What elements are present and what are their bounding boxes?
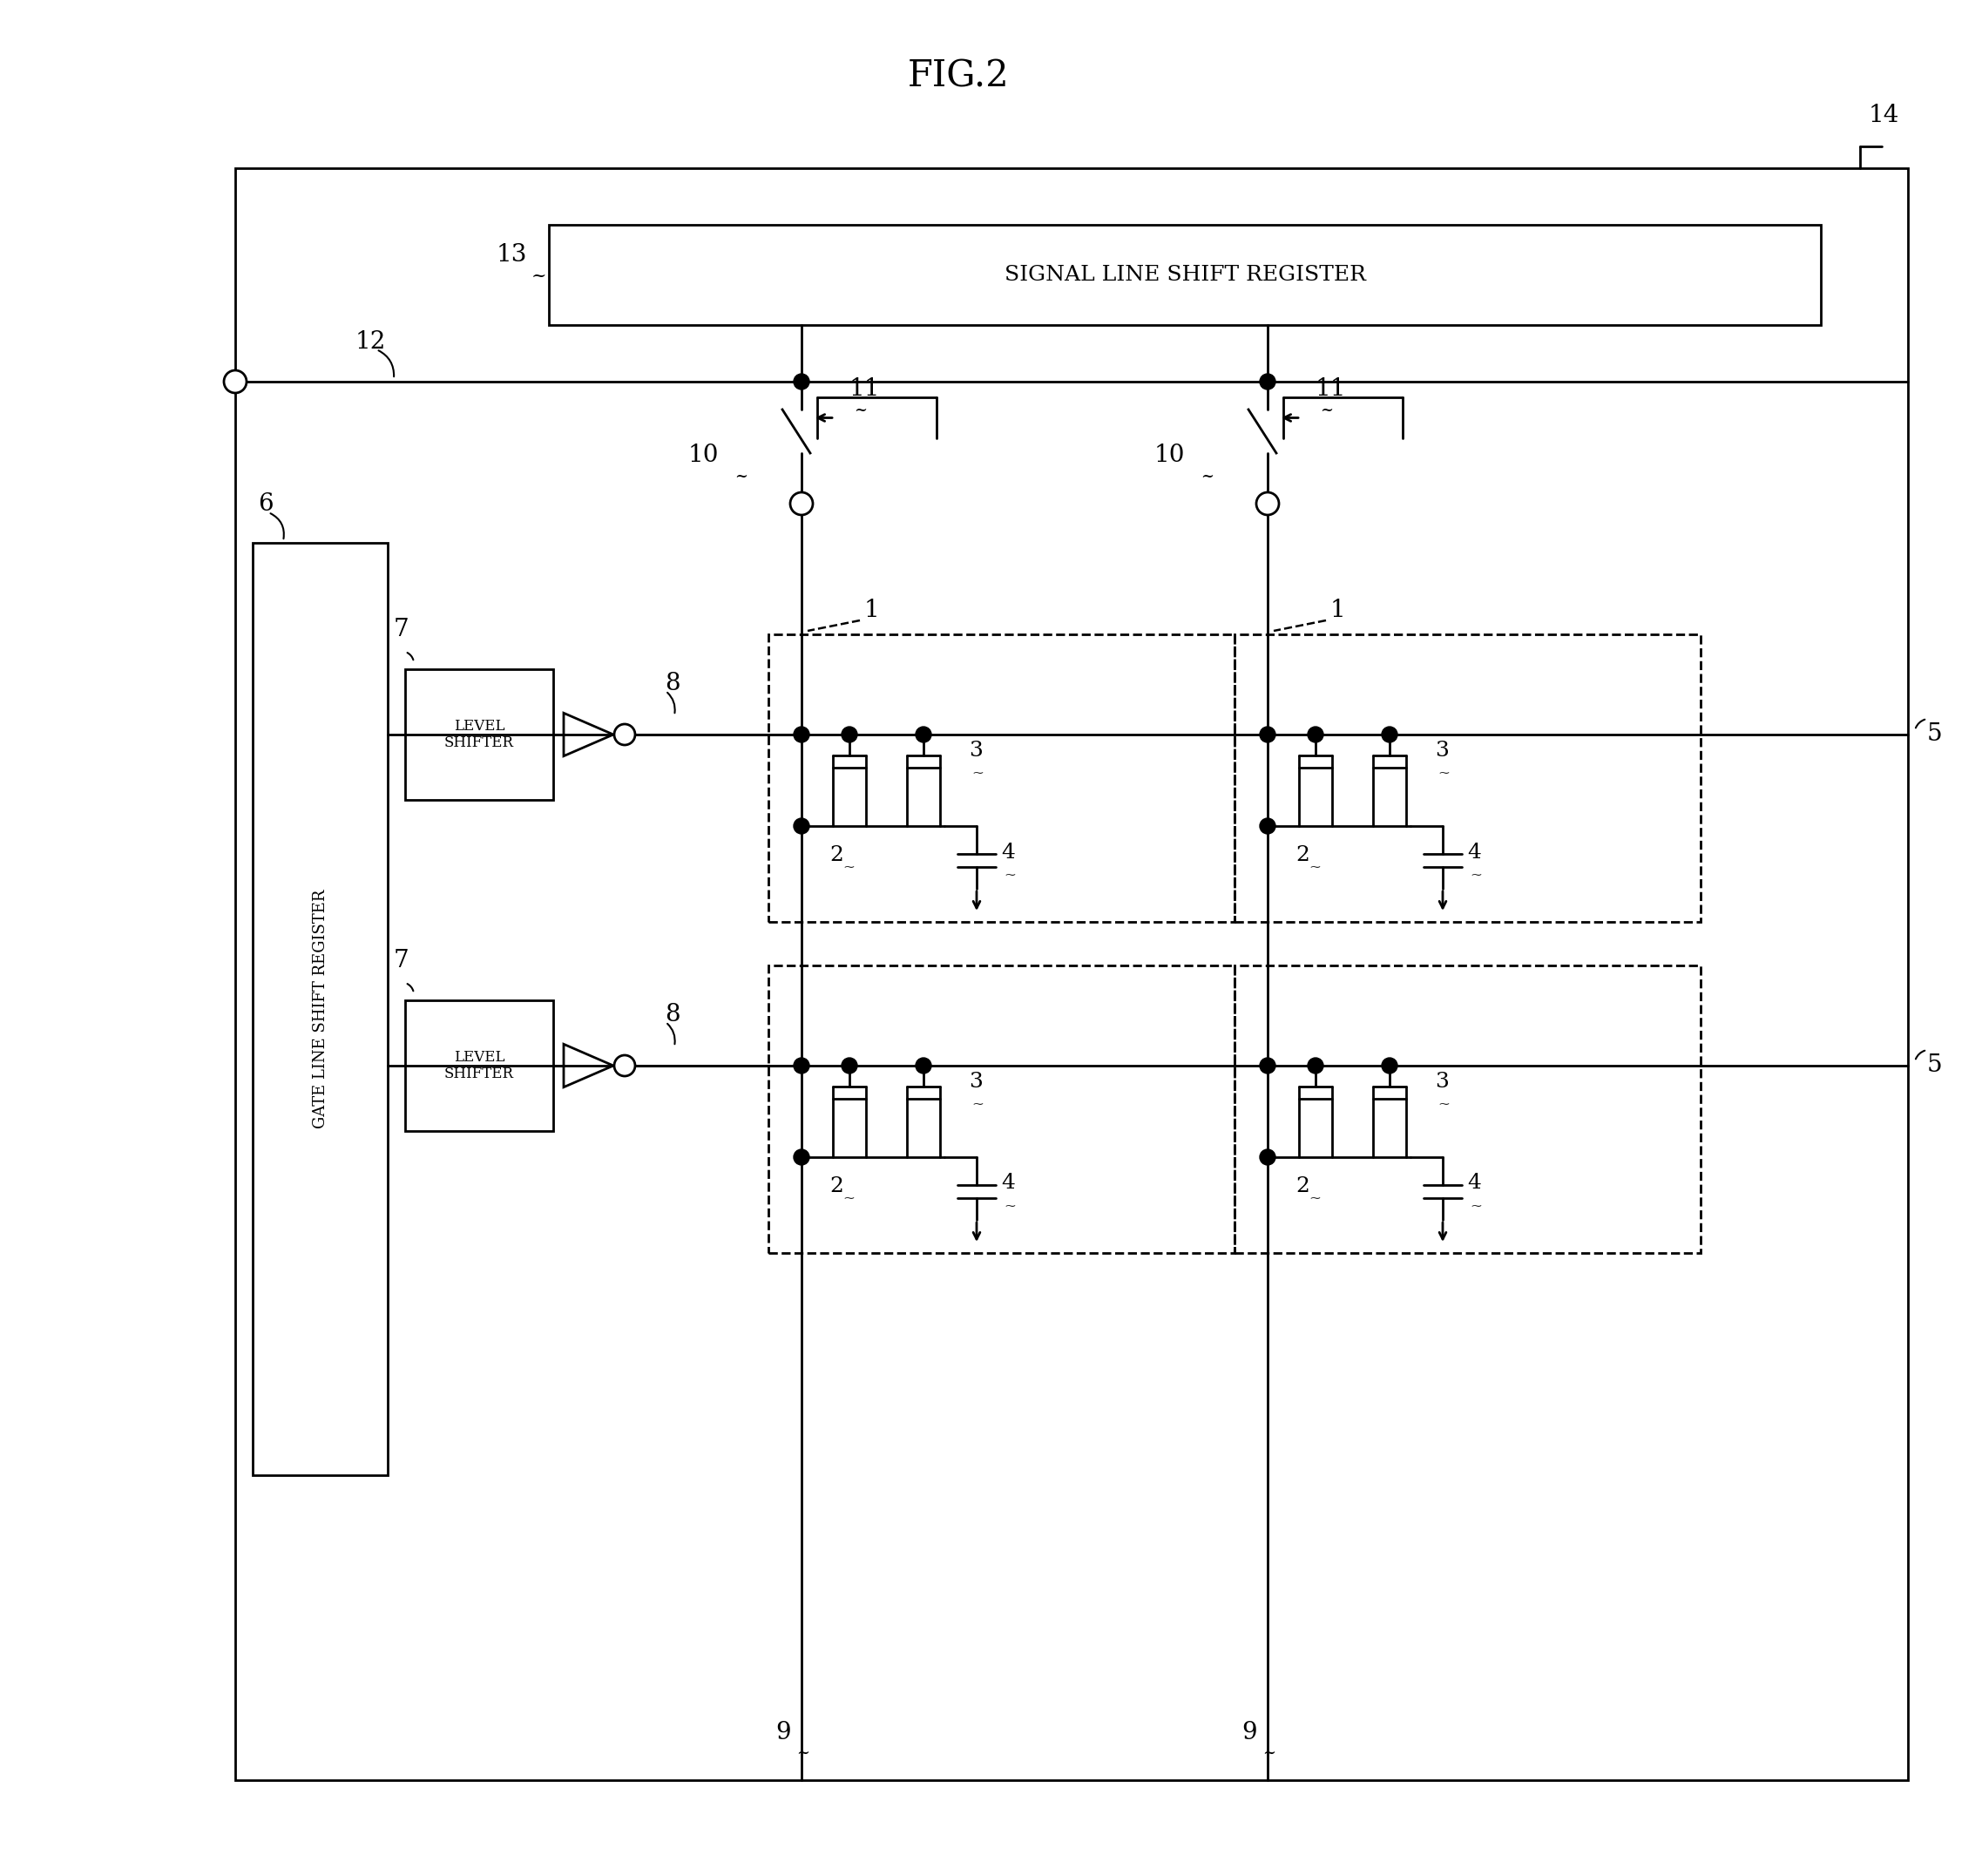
Text: 2: 2	[828, 846, 842, 865]
Circle shape	[1261, 726, 1276, 743]
Text: 7: 7	[392, 949, 408, 974]
Text: 1: 1	[864, 598, 880, 621]
Circle shape	[793, 1150, 809, 1165]
Text: GATE LINE SHIFT REGISTER: GATE LINE SHIFT REGISTER	[313, 889, 327, 1129]
Circle shape	[916, 726, 932, 743]
Circle shape	[224, 370, 246, 392]
Bar	[769, 634, 1235, 921]
Text: LEVEL
SHIFTER: LEVEL SHIFTER	[444, 719, 513, 750]
Text: 10: 10	[1154, 445, 1185, 467]
Text: 4: 4	[1467, 1172, 1481, 1193]
Text: ~: ~	[531, 268, 547, 285]
Circle shape	[1261, 1058, 1276, 1073]
Text: ~: ~	[1263, 1745, 1276, 1762]
Text: 10: 10	[688, 445, 719, 467]
Circle shape	[793, 1058, 809, 1073]
Bar	[404, 670, 553, 799]
Circle shape	[793, 726, 809, 743]
Text: 4: 4	[1001, 842, 1015, 863]
Bar	[252, 542, 388, 1475]
Text: 8: 8	[664, 1004, 680, 1026]
Circle shape	[793, 818, 809, 833]
Bar	[236, 169, 1909, 1780]
Circle shape	[793, 373, 809, 390]
Text: 9: 9	[775, 1720, 791, 1745]
Text: ~: ~	[1201, 469, 1213, 484]
Text: 3: 3	[1435, 741, 1449, 760]
Text: 9: 9	[1243, 1720, 1257, 1745]
Text: 11: 11	[850, 377, 880, 400]
Text: ~: ~	[1308, 1189, 1320, 1204]
Text: ~: ~	[1003, 1199, 1017, 1214]
Text: 3: 3	[1435, 1071, 1449, 1092]
Circle shape	[1261, 373, 1276, 390]
Bar	[549, 225, 1821, 325]
Text: ~: ~	[842, 859, 854, 874]
Text: ~: ~	[854, 403, 866, 418]
Text: 11: 11	[1316, 377, 1346, 400]
Circle shape	[614, 724, 634, 745]
Text: ~: ~	[1320, 403, 1334, 418]
Circle shape	[614, 1054, 634, 1077]
Text: 4: 4	[1001, 1172, 1015, 1193]
Bar	[404, 1000, 553, 1131]
Circle shape	[1261, 818, 1276, 833]
Text: ~: ~	[1003, 867, 1017, 882]
Text: 2: 2	[1296, 846, 1310, 865]
Circle shape	[1308, 1058, 1324, 1073]
Text: LEVEL
SHIFTER: LEVEL SHIFTER	[444, 1051, 513, 1082]
Text: 3: 3	[969, 1071, 983, 1092]
Text: ~: ~	[1471, 867, 1483, 882]
Text: ~: ~	[735, 469, 747, 484]
Circle shape	[916, 1058, 932, 1073]
Text: SIGNAL LINE SHIFT REGISTER: SIGNAL LINE SHIFT REGISTER	[1005, 265, 1366, 285]
Circle shape	[1308, 726, 1324, 743]
Text: ~: ~	[1437, 765, 1451, 780]
Text: 3: 3	[969, 741, 983, 760]
Text: ~: ~	[1308, 859, 1320, 874]
Text: 4: 4	[1467, 842, 1481, 863]
Text: 13: 13	[496, 244, 527, 266]
Text: ~: ~	[971, 765, 983, 780]
Text: 2: 2	[1296, 1176, 1310, 1197]
Text: 6: 6	[258, 492, 274, 516]
Circle shape	[791, 492, 813, 516]
Text: 12: 12	[355, 330, 386, 355]
Circle shape	[1381, 726, 1397, 743]
Circle shape	[842, 1058, 858, 1073]
Text: 5: 5	[1927, 1054, 1942, 1077]
Text: ~: ~	[1437, 1096, 1451, 1111]
Text: ~: ~	[797, 1745, 809, 1762]
Circle shape	[1257, 492, 1278, 516]
Circle shape	[842, 726, 858, 743]
Bar	[1235, 634, 1701, 921]
Bar	[769, 966, 1235, 1253]
Text: 8: 8	[664, 672, 680, 696]
Text: 5: 5	[1927, 722, 1942, 747]
Text: ~: ~	[842, 1189, 854, 1204]
Text: 1: 1	[1330, 598, 1346, 621]
Text: ~: ~	[971, 1096, 983, 1111]
Bar	[1235, 966, 1701, 1253]
Text: 7: 7	[392, 619, 408, 642]
Text: 2: 2	[828, 1176, 842, 1197]
Text: 14: 14	[1869, 105, 1899, 128]
Circle shape	[1381, 1058, 1397, 1073]
Text: ~: ~	[1471, 1199, 1483, 1214]
Circle shape	[1261, 1150, 1276, 1165]
Text: FIG.2: FIG.2	[908, 58, 1009, 96]
